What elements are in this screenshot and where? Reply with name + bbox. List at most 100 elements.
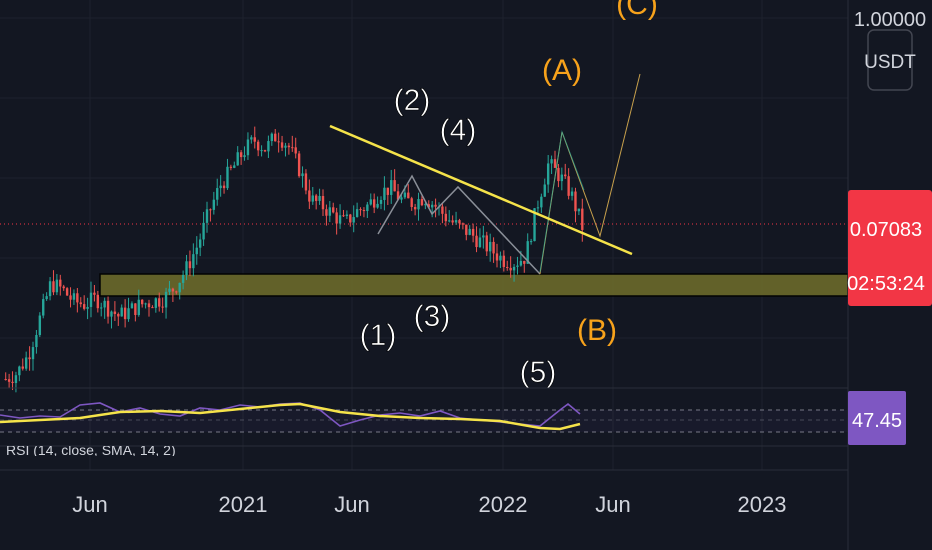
candle-body <box>185 261 188 276</box>
currency-label: USDT <box>864 52 916 73</box>
candle-body <box>407 192 410 199</box>
candle-body <box>410 198 413 208</box>
candle-body <box>369 199 372 205</box>
candle-body <box>345 214 349 216</box>
candle-body <box>570 191 574 196</box>
candle-body <box>338 215 342 224</box>
candle-body <box>192 254 195 269</box>
candle-body <box>366 204 369 211</box>
candle-body <box>291 147 294 149</box>
candle-body <box>349 214 352 223</box>
candle-body <box>516 265 519 267</box>
rsi-ma-line <box>0 402 581 431</box>
wave-label-5: (5) <box>520 356 557 389</box>
candle-body <box>424 204 427 206</box>
candle-body <box>202 222 205 240</box>
candle-body <box>55 279 59 293</box>
candle-body <box>246 139 250 156</box>
candle-body <box>359 209 362 211</box>
candle-body <box>270 133 274 142</box>
support-zone[interactable] <box>99 273 849 297</box>
candle-body <box>233 165 236 168</box>
wave-label-2: (2) <box>394 84 431 117</box>
time-axis: Jun 2021 Jun 2022 Jun 2023 <box>0 469 848 517</box>
rsi-legend: RSI (14, close, SMA, 14, 2) <box>6 442 176 458</box>
candle-body <box>123 307 127 320</box>
candle-body <box>304 173 308 191</box>
candle-body <box>130 303 134 309</box>
candle-body <box>86 306 89 309</box>
candle-body <box>355 209 359 218</box>
candle-body <box>540 196 543 208</box>
candle-body <box>158 298 161 307</box>
candle-body <box>557 167 560 182</box>
candle-body <box>376 203 379 208</box>
candle-body <box>62 286 65 289</box>
candle-body <box>147 303 151 308</box>
candle-body <box>79 302 82 305</box>
currency-button[interactable]: USDT <box>864 29 916 91</box>
candle-body <box>250 137 253 140</box>
candle-body <box>38 315 42 336</box>
candle-body <box>59 279 62 287</box>
candle-body <box>127 308 130 320</box>
candle-body <box>140 299 144 305</box>
candle-body <box>400 197 403 200</box>
candle-body <box>164 291 168 308</box>
candle-body <box>110 311 113 317</box>
candle-body <box>478 237 482 248</box>
wave-path-impulse <box>377 174 541 275</box>
candle-body <box>506 266 509 268</box>
candle-body <box>277 141 280 143</box>
candle-body <box>188 261 192 269</box>
candle-body <box>533 208 536 242</box>
candle-body <box>171 288 175 292</box>
candle-body <box>219 185 222 189</box>
candle-body <box>567 176 570 196</box>
candles <box>4 126 584 393</box>
candle-body <box>253 137 256 142</box>
candle-body <box>386 187 390 195</box>
candle-body <box>100 307 103 309</box>
candle-body <box>72 293 76 300</box>
candle-body <box>65 288 69 296</box>
candle-body <box>14 375 18 383</box>
candle-body <box>448 220 451 222</box>
candle-body <box>383 187 386 200</box>
candle-body <box>294 147 297 154</box>
candle-body <box>28 357 31 360</box>
candle-body <box>390 180 393 195</box>
descending-trendline[interactable] <box>329 124 633 256</box>
candle-body <box>519 260 523 266</box>
candle-body <box>113 311 117 314</box>
candle-body <box>226 166 229 189</box>
candle-body <box>396 191 400 200</box>
candle-body <box>468 228 471 235</box>
time-label-2023: 2023 <box>738 492 787 517</box>
last-price-tag: 0.07083 02:53:24 <box>847 190 932 306</box>
candle-body <box>550 159 553 164</box>
candle-body <box>574 191 577 212</box>
candle-body <box>560 174 564 182</box>
candle-body <box>31 347 35 360</box>
candle-body <box>243 155 246 158</box>
candle-body <box>454 220 458 223</box>
candle-body <box>475 235 478 248</box>
grid <box>0 0 848 470</box>
candle-body <box>512 266 516 271</box>
candle-body <box>35 335 38 348</box>
candle-body <box>581 208 584 230</box>
candle-body <box>403 192 407 198</box>
time-label-jun-2021: Jun <box>334 492 369 517</box>
candle-body <box>465 224 468 235</box>
rsi-pane: RSI (14, close, SMA, 14, 2) <box>0 387 848 458</box>
candle-body <box>21 366 24 369</box>
candle-body <box>413 207 417 210</box>
candle-body <box>362 210 366 212</box>
candle-body <box>318 195 321 201</box>
wave-label-3: (3) <box>414 300 451 333</box>
candle-body <box>205 209 209 223</box>
time-label-jun-2020: Jun <box>72 492 107 517</box>
candle-body <box>168 288 171 292</box>
